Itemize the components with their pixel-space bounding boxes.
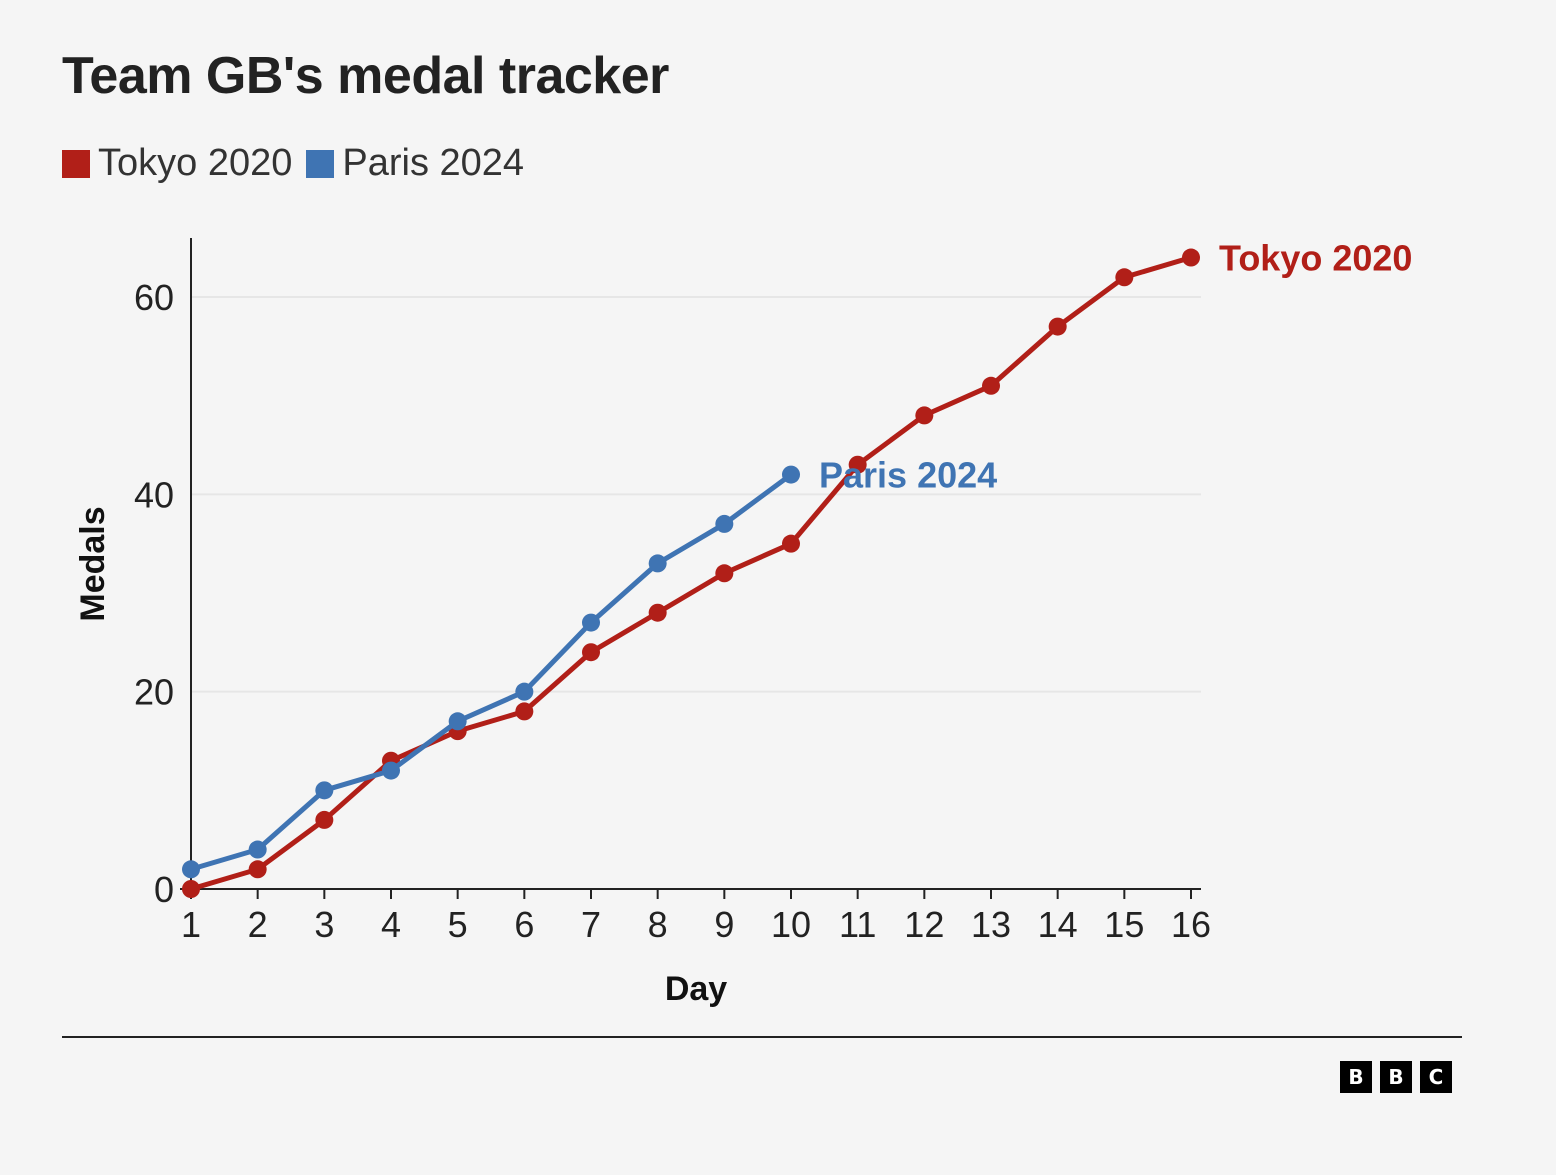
data-point-paris-2024 (248, 840, 267, 859)
x-tick-label: 4 (381, 904, 401, 945)
series-end-label-paris-2024: Paris 2024 (819, 455, 997, 496)
y-tick-label: 20 (134, 672, 174, 713)
x-tick-label: 14 (1038, 904, 1078, 945)
data-point-tokyo-2020 (315, 810, 334, 829)
bbc-logo-block: C (1420, 1061, 1452, 1093)
y-axis-title: Medals (74, 506, 112, 621)
data-point-tokyo-2020 (782, 534, 800, 553)
chart-title: Team GB's medal tracker (62, 47, 669, 105)
data-point-paris-2024 (182, 860, 200, 879)
bbc-logo-block: B (1380, 1061, 1412, 1093)
legend-item-paris-2024: Paris 2024 (306, 142, 524, 185)
data-point-tokyo-2020 (1048, 317, 1067, 336)
legend-item-tokyo-2020: Tokyo 2020 (62, 142, 292, 185)
x-tick-label: 1 (181, 904, 201, 945)
data-point-tokyo-2020 (248, 860, 267, 879)
data-point-paris-2024 (515, 682, 534, 701)
bbc-logo-block: B (1340, 1061, 1372, 1093)
x-tick-label: 2 (248, 904, 268, 945)
legend-swatch-paris-2024 (306, 149, 335, 178)
legend-label-tokyo-2020: Tokyo 2020 (98, 142, 293, 184)
data-point-paris-2024 (448, 712, 467, 731)
x-tick-label: 13 (971, 904, 1011, 945)
data-point-tokyo-2020 (1115, 268, 1134, 287)
y-tick-label: 40 (134, 474, 174, 515)
y-tick-label: 60 (134, 277, 174, 318)
footer-divider (62, 1036, 1462, 1038)
data-point-tokyo-2020 (1182, 248, 1200, 267)
data-point-tokyo-2020 (648, 603, 667, 622)
x-tick-label: 8 (648, 904, 668, 945)
data-point-paris-2024 (715, 514, 734, 533)
x-tick-label: 7 (581, 904, 601, 945)
x-tick-label: 6 (514, 904, 534, 945)
series-end-label-tokyo-2020: Tokyo 2020 (1219, 238, 1412, 279)
data-point-tokyo-2020 (982, 376, 1000, 395)
legend-swatch-tokyo-2020 (62, 149, 90, 178)
data-point-paris-2024 (315, 781, 334, 800)
x-axis-title: Day (665, 970, 727, 1008)
x-tick-label: 12 (904, 904, 944, 945)
data-point-tokyo-2020 (182, 880, 200, 898)
data-point-paris-2024 (782, 465, 800, 484)
x-tick-label: 10 (771, 904, 811, 945)
x-tick-label: 9 (714, 904, 734, 945)
data-point-paris-2024 (382, 761, 400, 780)
data-point-tokyo-2020 (715, 564, 734, 583)
data-point-paris-2024 (648, 554, 667, 573)
data-point-tokyo-2020 (848, 455, 867, 474)
series-line-tokyo-2020 (188, 255, 1194, 892)
data-point-tokyo-2020 (515, 702, 534, 721)
legend-label-paris-2024: Paris 2024 (342, 142, 525, 184)
series-line-paris-2024 (188, 472, 794, 872)
bbc-logo: B B C (1340, 1061, 1452, 1093)
x-tick-label: 5 (448, 904, 468, 945)
legend: Tokyo 2020 Paris 2024 (62, 142, 538, 185)
data-point-paris-2024 (582, 613, 600, 632)
data-point-tokyo-2020 (915, 406, 934, 425)
y-tick-label: 0 (154, 869, 174, 910)
data-point-tokyo-2020 (582, 643, 600, 662)
x-tick-label: 11 (839, 904, 876, 945)
x-tick-label: 16 (1171, 904, 1211, 945)
x-tick-label: 15 (1104, 904, 1144, 945)
x-tick-label: 3 (314, 904, 334, 945)
